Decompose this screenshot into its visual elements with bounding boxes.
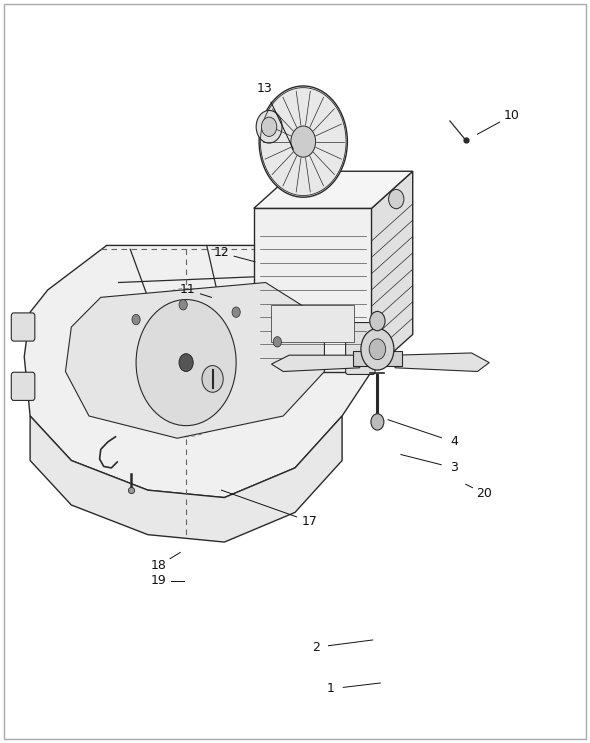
Circle shape: [371, 414, 384, 430]
Text: 4: 4: [450, 435, 458, 449]
Text: 10: 10: [504, 109, 520, 122]
Circle shape: [369, 339, 386, 360]
Polygon shape: [254, 208, 372, 372]
FancyBboxPatch shape: [11, 372, 35, 400]
Text: 17: 17: [301, 515, 317, 528]
Polygon shape: [24, 245, 372, 498]
Circle shape: [259, 86, 348, 197]
Circle shape: [136, 299, 236, 426]
Circle shape: [232, 307, 240, 317]
Polygon shape: [254, 172, 413, 208]
Text: 13: 13: [257, 82, 272, 94]
Circle shape: [273, 337, 281, 347]
Text: 2: 2: [312, 641, 320, 654]
Circle shape: [202, 366, 223, 392]
Polygon shape: [65, 282, 325, 438]
Circle shape: [389, 189, 404, 209]
Text: 3: 3: [450, 461, 458, 475]
Polygon shape: [271, 355, 360, 372]
Text: 20: 20: [477, 487, 493, 500]
Text: 18: 18: [150, 559, 166, 572]
Polygon shape: [372, 172, 413, 372]
Text: eReplacementParts.com: eReplacementParts.com: [176, 350, 320, 363]
Circle shape: [256, 111, 282, 143]
Circle shape: [361, 328, 394, 370]
Polygon shape: [271, 305, 354, 342]
FancyBboxPatch shape: [11, 313, 35, 341]
Circle shape: [179, 299, 187, 310]
Circle shape: [132, 314, 140, 325]
Text: 19: 19: [150, 574, 166, 587]
Circle shape: [261, 117, 277, 137]
Polygon shape: [353, 351, 402, 366]
Polygon shape: [30, 416, 342, 542]
Circle shape: [179, 354, 193, 372]
Text: 1: 1: [326, 682, 335, 695]
Text: 11: 11: [180, 283, 196, 296]
Polygon shape: [395, 353, 489, 372]
Circle shape: [291, 126, 316, 158]
Text: 12: 12: [214, 247, 230, 259]
Circle shape: [370, 311, 385, 331]
FancyBboxPatch shape: [346, 322, 375, 374]
